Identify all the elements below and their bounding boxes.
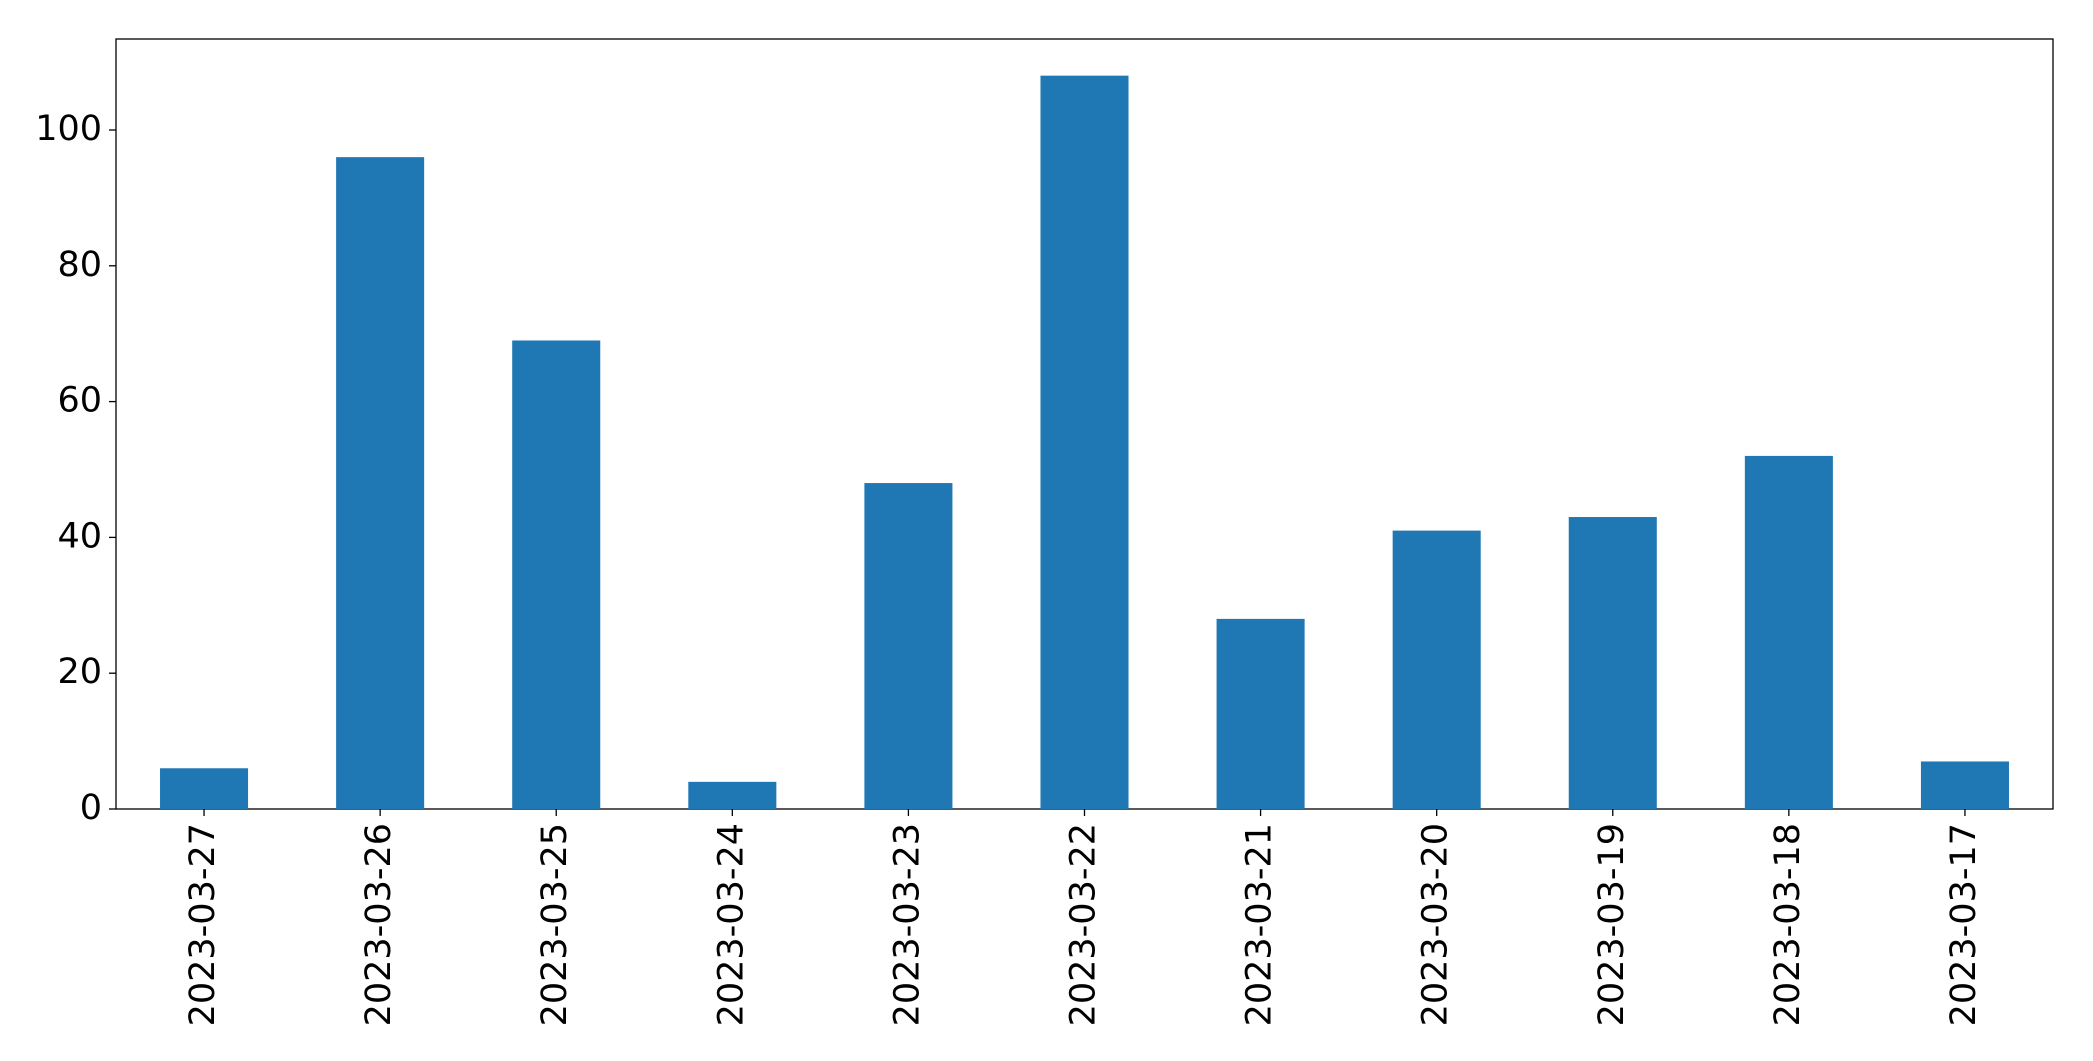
- bar: [688, 781, 777, 809]
- y-tick-label: 80: [57, 245, 102, 285]
- bar: [864, 483, 953, 809]
- x-tick-label: 2023-03-18: [1768, 823, 1808, 1026]
- bar: [1040, 75, 1129, 809]
- x-tick-label: 2023-03-26: [359, 823, 399, 1026]
- bar: [1216, 618, 1305, 809]
- x-tick-label: 2023-03-22: [1064, 823, 1104, 1026]
- bar: [160, 768, 249, 809]
- bar: [1744, 455, 1833, 809]
- bar: [1392, 530, 1481, 809]
- x-tick-label: 2023-03-23: [887, 823, 927, 1026]
- bar: [1920, 761, 2009, 809]
- x-tick-label: 2023-03-19: [1592, 823, 1632, 1026]
- x-tick-label: 2023-03-17: [1944, 823, 1984, 1026]
- bar: [336, 157, 425, 810]
- x-tick-label: 2023-03-27: [183, 823, 223, 1026]
- y-tick-label: 60: [57, 381, 102, 421]
- x-tick-label: 2023-03-20: [1416, 823, 1456, 1026]
- x-tick-label: 2023-03-21: [1240, 823, 1280, 1026]
- bar: [512, 340, 601, 809]
- y-tick-label: 0: [80, 788, 102, 828]
- x-tick-label: 2023-03-25: [535, 823, 575, 1026]
- bar: [1568, 517, 1657, 809]
- y-tick-label: 20: [57, 652, 102, 692]
- x-tick-label: 2023-03-24: [711, 823, 751, 1026]
- y-tick-label: 100: [35, 109, 102, 149]
- y-tick-label: 40: [57, 516, 102, 556]
